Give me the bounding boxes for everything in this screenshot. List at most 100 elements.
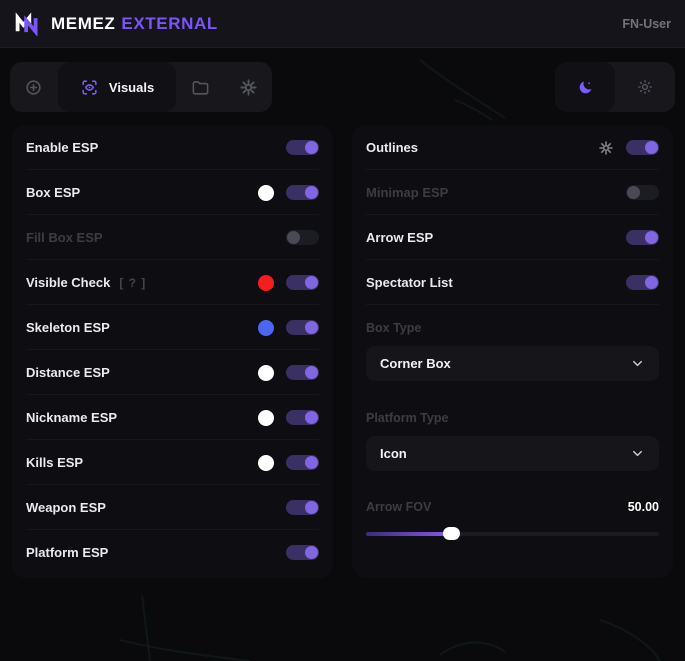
platform-type-section: Platform Type Icon	[352, 411, 673, 471]
tab-visuals-label: Visuals	[108, 79, 155, 95]
setting-label: Skeleton ESP	[26, 320, 110, 335]
esp-extra-settings-panel: Outlines Minimap ESP Arrow ESP Spectator…	[352, 125, 673, 578]
sun-icon	[637, 79, 653, 95]
platform-esp-toggle[interactable]	[286, 545, 319, 560]
toggle-knob	[627, 186, 640, 199]
color-swatch[interactable]	[258, 364, 274, 381]
setting-label: Weapon ESP	[26, 500, 106, 515]
setting-row-box-esp: Box ESP	[12, 170, 333, 215]
gear-icon	[239, 78, 258, 97]
color-swatch[interactable]	[258, 184, 274, 201]
toggle-knob	[305, 141, 318, 154]
outlines-toggle[interactable]	[626, 140, 659, 155]
box-type-select[interactable]: Corner Box	[366, 346, 659, 381]
minimap-esp-toggle[interactable]	[626, 185, 659, 200]
arrow-fov-value: 50.00	[627, 500, 659, 514]
box-type-label: Box Type	[366, 321, 422, 335]
brand-accent: EXTERNAL	[121, 13, 218, 33]
setting-row-distance-esp: Distance ESP	[12, 350, 333, 395]
setting-row-minimap-esp: Minimap ESP	[352, 170, 673, 215]
color-swatch[interactable]	[258, 454, 274, 471]
eye-scan-icon	[80, 78, 99, 97]
brand-primary: MEMEZ	[51, 13, 116, 33]
brand-title: MEMEZ EXTERNAL	[51, 14, 218, 34]
setting-row-weapon-esp: Weapon ESP	[12, 485, 333, 530]
fill-box-esp-toggle[interactable]	[286, 230, 319, 245]
setting-label: Platform ESP	[26, 545, 109, 560]
setting-label: Visible Check	[26, 275, 111, 290]
kills-esp-toggle[interactable]	[286, 455, 319, 470]
toggle-knob	[305, 186, 318, 199]
skeleton-esp-toggle[interactable]	[286, 320, 319, 335]
color-swatch[interactable]	[258, 409, 274, 426]
nickname-esp-toggle[interactable]	[286, 410, 319, 425]
setting-row-visible-check: Visible Check [ ? ]	[12, 260, 333, 305]
moon-icon	[577, 79, 594, 96]
toggle-knob	[645, 231, 658, 244]
setting-label: Spectator List	[366, 275, 453, 290]
setting-label: Kills ESP	[26, 455, 84, 470]
theme-light-button[interactable]	[615, 62, 675, 112]
chevron-down-icon	[630, 446, 645, 461]
setting-label: Fill Box ESP	[26, 230, 103, 245]
toggle-knob	[645, 141, 658, 154]
esp-settings-panel: Enable ESP Box ESP Fill Box ESP Visible …	[12, 125, 333, 578]
setting-label: Box ESP	[26, 185, 81, 200]
box-type-value: Corner Box	[380, 356, 451, 371]
setting-label: Enable ESP	[26, 140, 99, 155]
help-badge[interactable]: [ ? ]	[119, 275, 147, 290]
setting-row-kills-esp: Kills ESP	[12, 440, 333, 485]
toggle-knob	[305, 501, 318, 514]
toggle-knob	[305, 456, 318, 469]
setting-row-nickname-esp: Nickname ESP	[12, 395, 333, 440]
theme-dark-button[interactable]	[555, 62, 615, 112]
arrow-fov-section: Arrow FOV 50.00	[352, 500, 673, 540]
toggle-knob	[305, 276, 318, 289]
tab-visuals[interactable]: Visuals	[57, 62, 177, 112]
top-bar: MEMEZ EXTERNAL FN-User	[0, 0, 685, 48]
tab-aimbot[interactable]	[10, 62, 58, 112]
setting-label: Arrow ESP	[366, 230, 434, 245]
spectator-list-toggle[interactable]	[626, 275, 659, 290]
platform-type-select[interactable]: Icon	[366, 436, 659, 471]
arrow-fov-slider[interactable]	[366, 527, 659, 540]
arrow-esp-toggle[interactable]	[626, 230, 659, 245]
setting-row-outlines: Outlines	[352, 125, 673, 170]
setting-row-arrow-esp: Arrow ESP	[352, 215, 673, 260]
tab-configs[interactable]	[176, 62, 224, 112]
setting-label: Outlines	[366, 140, 419, 155]
setting-row-skeleton-esp: Skeleton ESP	[12, 305, 333, 350]
visible-check-toggle[interactable]	[286, 275, 319, 290]
box-type-section: Box Type Corner Box	[352, 321, 673, 381]
crosshair-icon	[24, 78, 43, 97]
box-esp-toggle[interactable]	[286, 185, 319, 200]
setting-label: Nickname ESP	[26, 410, 118, 425]
user-label: FN-User	[622, 16, 671, 31]
chevron-down-icon	[630, 356, 645, 371]
platform-type-value: Icon	[380, 446, 407, 461]
theme-switcher	[555, 62, 675, 112]
weapon-esp-toggle[interactable]	[286, 500, 319, 515]
main-tab-bar: Visuals	[10, 62, 272, 112]
toggle-knob	[305, 366, 318, 379]
toggle-knob	[305, 411, 318, 424]
enable-esp-toggle[interactable]	[286, 140, 319, 155]
toggle-knob	[287, 231, 300, 244]
slider-fill	[366, 527, 460, 540]
distance-esp-toggle[interactable]	[286, 365, 319, 380]
setting-row-fill-box-esp: Fill Box ESP	[12, 215, 333, 260]
color-swatch[interactable]	[258, 319, 274, 336]
toggle-knob	[305, 321, 318, 334]
toggle-knob	[645, 276, 658, 289]
color-swatch[interactable]	[258, 274, 274, 291]
memez-logo-icon	[14, 11, 41, 36]
setting-label: Distance ESP	[26, 365, 110, 380]
slider-track	[366, 532, 659, 536]
setting-row-spectator-list: Spectator List	[352, 260, 673, 305]
tab-settings[interactable]	[224, 62, 272, 112]
slider-knob[interactable]	[442, 527, 460, 540]
outlines-settings-gear-icon[interactable]	[598, 140, 614, 156]
platform-type-label: Platform Type	[366, 411, 449, 425]
setting-label: Minimap ESP	[366, 185, 449, 200]
